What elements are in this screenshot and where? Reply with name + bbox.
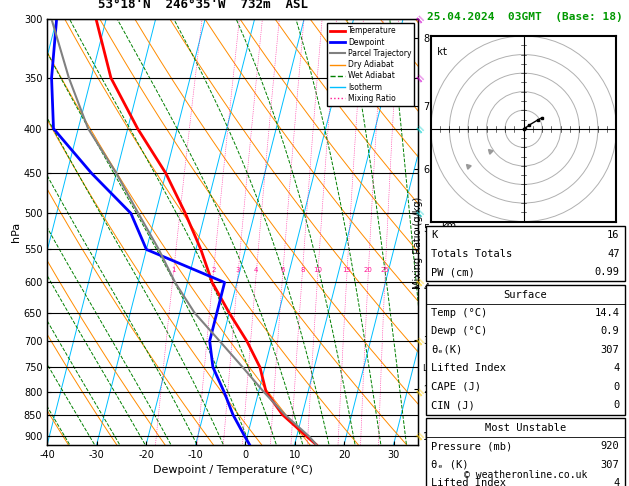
Text: Dewp (°C): Dewp (°C) <box>431 327 487 336</box>
Text: 16: 16 <box>607 230 620 240</box>
Text: |||: ||| <box>415 278 425 288</box>
Text: |||: ||| <box>415 208 425 218</box>
Text: 4: 4 <box>613 364 620 373</box>
Text: |||: ||| <box>415 387 425 397</box>
Text: LCL: LCL <box>422 364 437 373</box>
Text: 0.9: 0.9 <box>601 327 620 336</box>
Text: θₑ(K): θₑ(K) <box>431 345 463 355</box>
Text: |||: ||| <box>415 73 425 83</box>
X-axis label: Dewpoint / Temperature (°C): Dewpoint / Temperature (°C) <box>153 465 313 475</box>
Text: 4: 4 <box>613 478 620 486</box>
Text: 2: 2 <box>211 267 216 273</box>
Text: kt: kt <box>437 47 448 57</box>
Text: 3: 3 <box>236 267 240 273</box>
Legend: Temperature, Dewpoint, Parcel Trajectory, Dry Adiabat, Wet Adiabat, Isotherm, Mi: Temperature, Dewpoint, Parcel Trajectory… <box>326 23 415 106</box>
Text: Totals Totals: Totals Totals <box>431 249 513 259</box>
Text: 8: 8 <box>300 267 304 273</box>
Text: |||: ||| <box>415 432 425 441</box>
Text: 307: 307 <box>601 345 620 355</box>
Text: © weatheronline.co.uk: © weatheronline.co.uk <box>464 470 587 480</box>
Text: 15: 15 <box>343 267 352 273</box>
Text: 25.04.2024  03GMT  (Base: 18): 25.04.2024 03GMT (Base: 18) <box>427 12 623 22</box>
Text: PW (cm): PW (cm) <box>431 267 476 277</box>
Text: K: K <box>431 230 438 240</box>
Text: Mixing Ratio (g/kg): Mixing Ratio (g/kg) <box>413 197 423 289</box>
Text: 25: 25 <box>381 267 389 273</box>
Text: 10: 10 <box>313 267 323 273</box>
Text: 6: 6 <box>281 267 285 273</box>
Text: Temp (°C): Temp (°C) <box>431 308 487 318</box>
Text: Most Unstable: Most Unstable <box>485 423 566 433</box>
Text: 0: 0 <box>613 400 620 410</box>
Text: 4: 4 <box>254 267 259 273</box>
Text: 47: 47 <box>607 249 620 259</box>
Text: 0: 0 <box>613 382 620 392</box>
Text: 14.4: 14.4 <box>594 308 620 318</box>
Text: |||: ||| <box>415 15 425 24</box>
Text: Lifted Index: Lifted Index <box>431 478 506 486</box>
Text: Lifted Index: Lifted Index <box>431 364 506 373</box>
Y-axis label: km
ASL: km ASL <box>440 221 458 243</box>
Text: θₑ (K): θₑ (K) <box>431 460 469 469</box>
Text: 53°18'N  246°35'W  732m  ASL: 53°18'N 246°35'W 732m ASL <box>98 0 308 11</box>
Text: CIN (J): CIN (J) <box>431 400 476 410</box>
Text: Surface: Surface <box>504 290 547 299</box>
Text: 920: 920 <box>601 441 620 451</box>
Text: |||: ||| <box>415 123 425 134</box>
Text: Pressure (mb): Pressure (mb) <box>431 441 513 451</box>
Y-axis label: hPa: hPa <box>11 222 21 242</box>
Text: |||: ||| <box>415 336 425 346</box>
Text: 0.99: 0.99 <box>594 267 620 277</box>
Text: 1: 1 <box>171 267 175 273</box>
Text: CAPE (J): CAPE (J) <box>431 382 481 392</box>
Text: 20: 20 <box>364 267 373 273</box>
Text: 307: 307 <box>601 460 620 469</box>
